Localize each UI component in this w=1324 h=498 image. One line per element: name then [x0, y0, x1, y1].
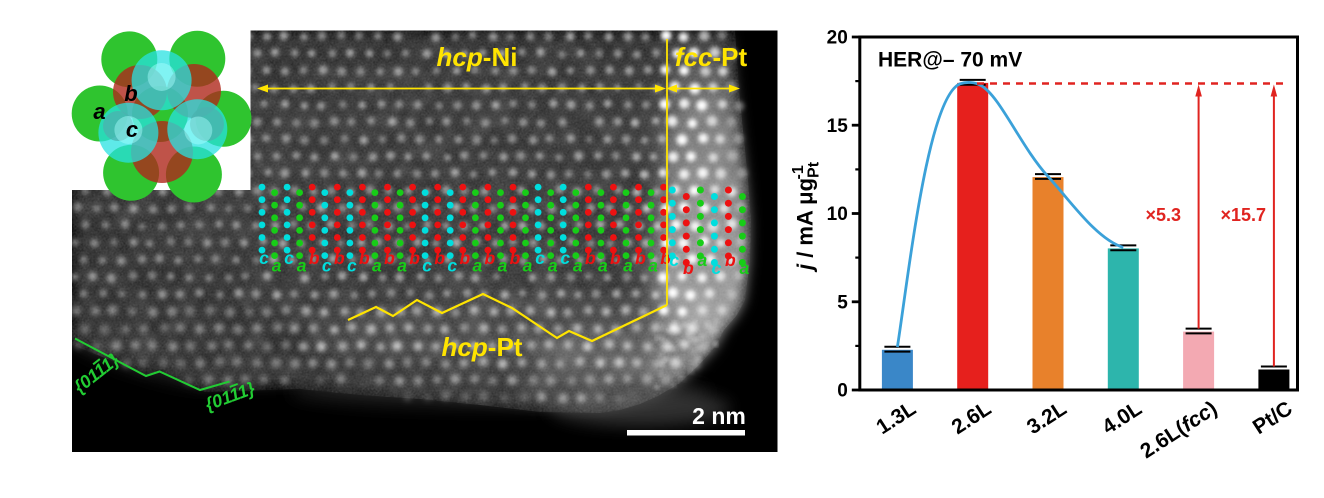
svg-text:b: b [124, 81, 137, 106]
svg-text:c: c [535, 248, 545, 268]
svg-text:c: c [447, 256, 457, 276]
svg-text:HER@– 70 mV: HER@– 70 mV [878, 49, 1022, 72]
svg-text:c: c [284, 248, 294, 268]
svg-text:b: b [683, 258, 694, 278]
svg-text:hcp-Ni: hcp-Ni [437, 42, 518, 72]
svg-text:c: c [560, 248, 570, 268]
svg-text:×15.7: ×15.7 [1220, 205, 1266, 225]
svg-text:b: b [384, 248, 395, 268]
svg-text:a: a [297, 256, 307, 276]
svg-text:b: b [610, 248, 621, 268]
svg-text:15: 15 [827, 116, 849, 137]
svg-text:a: a [648, 256, 658, 276]
svg-text:20: 20 [827, 28, 848, 49]
svg-text:a: a [548, 256, 558, 276]
svg-text:c: c [669, 250, 679, 270]
svg-text:c: c [322, 256, 332, 276]
svg-text:c: c [126, 117, 138, 142]
svg-text:b: b [459, 248, 470, 268]
svg-text:a: a [573, 256, 583, 276]
svg-text:b: b [510, 248, 521, 268]
svg-text:b: b [585, 248, 596, 268]
svg-text:×5.3: ×5.3 [1145, 205, 1181, 225]
svg-text:a: a [623, 256, 633, 276]
svg-text:0: 0 [837, 381, 848, 402]
svg-text:c: c [347, 256, 357, 276]
svg-text:b: b [485, 248, 496, 268]
svg-text:c: c [259, 248, 269, 268]
svg-text:b: b [660, 248, 671, 268]
svg-text:b: b [409, 248, 420, 268]
svg-text:a: a [523, 256, 533, 276]
svg-text:a: a [740, 258, 750, 278]
svg-text:j / mA μgPt-1: j / mA μgPt-1 [790, 161, 823, 273]
svg-text:2 nm: 2 nm [692, 403, 746, 429]
svg-text:a: a [498, 256, 508, 276]
svg-text:c: c [422, 256, 432, 276]
svg-text:b: b [309, 248, 320, 268]
svg-text:b: b [334, 248, 345, 268]
svg-text:b: b [725, 250, 736, 270]
svg-text:a: a [272, 256, 282, 276]
svg-text:a: a [698, 250, 708, 270]
svg-text:fcc-Pt: fcc-Pt [675, 42, 748, 72]
svg-text:10: 10 [827, 204, 848, 225]
svg-text:hcp-Pt: hcp-Pt [442, 332, 523, 362]
svg-text:a: a [473, 256, 483, 276]
svg-text:a: a [598, 256, 608, 276]
svg-text:c: c [712, 258, 722, 278]
svg-text:a: a [397, 256, 407, 276]
svg-text:5: 5 [837, 292, 848, 313]
svg-text:b: b [434, 248, 445, 268]
svg-text:b: b [359, 248, 370, 268]
svg-text:a: a [93, 99, 105, 124]
svg-text:b: b [635, 248, 646, 268]
svg-text:a: a [372, 256, 382, 276]
